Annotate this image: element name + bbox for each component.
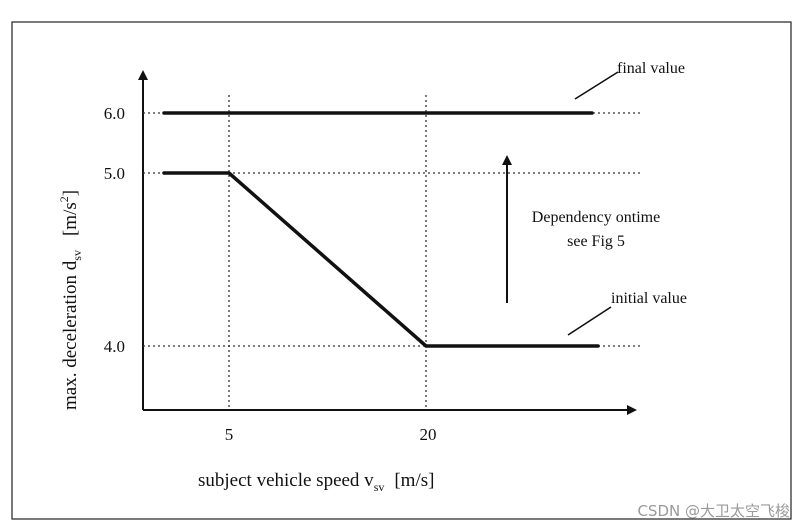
initial-value-leader — [567, 306, 612, 336]
dependency-label-line1: Dependency ontime — [532, 209, 660, 226]
dependency-label-line2: see Fig 5 — [567, 233, 625, 250]
initial-value-label: initial value — [611, 290, 687, 307]
initial-value-curve — [162, 171, 600, 348]
final-value-leader — [574, 71, 619, 100]
y-tick-6: 6.0 — [104, 104, 125, 123]
x-axis-title: subject vehicle speed vsv [m/s] — [198, 470, 434, 494]
guide-lines — [143, 95, 640, 410]
watermark: CSDN @大卫太空飞梭 — [637, 502, 790, 520]
y-axis-title: max. deceleration dsv[m/s2] — [57, 190, 84, 410]
y-tick-5: 5.0 — [104, 164, 125, 183]
x-tick-5: 5 — [225, 425, 234, 444]
x-tick-20: 20 — [420, 425, 437, 444]
final-value-label: final value — [617, 60, 685, 77]
y-tick-4: 4.0 — [104, 337, 125, 356]
figure-frame — [11, 21, 792, 520]
